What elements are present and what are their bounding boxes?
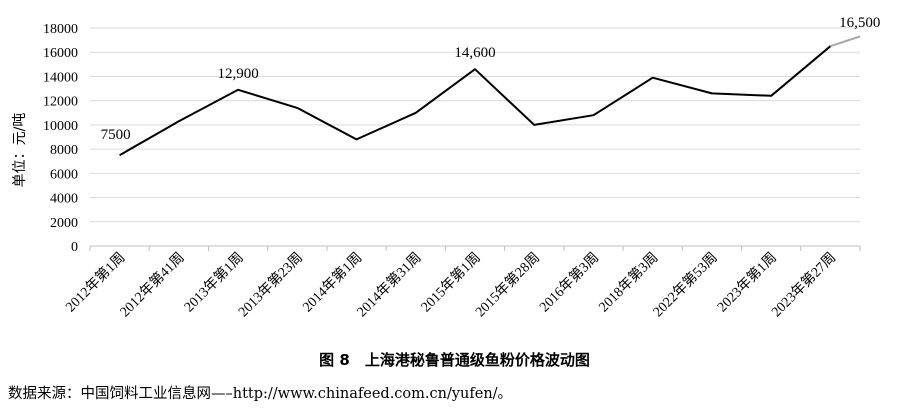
- series-lines: [119, 35, 861, 157]
- x-tick-label: 2016年第3周: [536, 249, 602, 315]
- x-tick-label: 2018年第3周: [595, 249, 661, 315]
- y-tick-label: 0: [71, 240, 78, 255]
- series-line-extension: [830, 35, 861, 48]
- data-label: 14,600: [454, 45, 495, 61]
- y-axis-label: 单位：元/吨: [12, 113, 28, 188]
- y-tick-label: 10000: [43, 119, 78, 134]
- x-tick-label: 2013年第1周: [180, 249, 246, 315]
- figure-caption: 图 8 上海港秘鲁普通级鱼粉价格波动图: [319, 351, 590, 369]
- y-tick-label: 6000: [50, 167, 78, 182]
- x-tick-label: 2012年第1周: [62, 249, 128, 315]
- y-tick-label: 16000: [43, 46, 78, 61]
- data-label: 16,500: [839, 15, 880, 31]
- y-tick-label: 4000: [50, 192, 78, 207]
- x-tick-labels: 2012年第1周2012年第41周2013年第1周2013年第23周2014年第…: [62, 249, 839, 320]
- y-tick-label: 12000: [43, 95, 78, 110]
- y-tick-label: 14000: [43, 70, 78, 85]
- x-tick-label: 2014年第1周: [299, 249, 365, 315]
- data-source-note: 数据来源：中国饲料工业信息网—–http://www.chinafeed.com…: [8, 386, 513, 402]
- series-line: [119, 45, 832, 157]
- y-tick-label: 18000: [43, 22, 78, 37]
- gridlines: [89, 27, 861, 251]
- y-tick-label: 8000: [50, 143, 78, 158]
- y-tick-labels: 0 2000 4000 6000 8000 10000 12000 14000 16000 180…: [43, 22, 78, 255]
- y-tick-label: 2000: [50, 216, 78, 231]
- data-label: 7500: [101, 127, 131, 143]
- x-tick-label: 2023年第1周: [714, 249, 780, 315]
- line-chart: 单位：元/吨 0 2000 4000 6000 8000 10000 12000 14000 1…: [12, 15, 881, 320]
- data-labels: 7500 12,900 14,600 16,500: [101, 15, 881, 143]
- x-tick-label: 2015年第1周: [417, 249, 483, 315]
- data-label: 12,900: [217, 66, 258, 82]
